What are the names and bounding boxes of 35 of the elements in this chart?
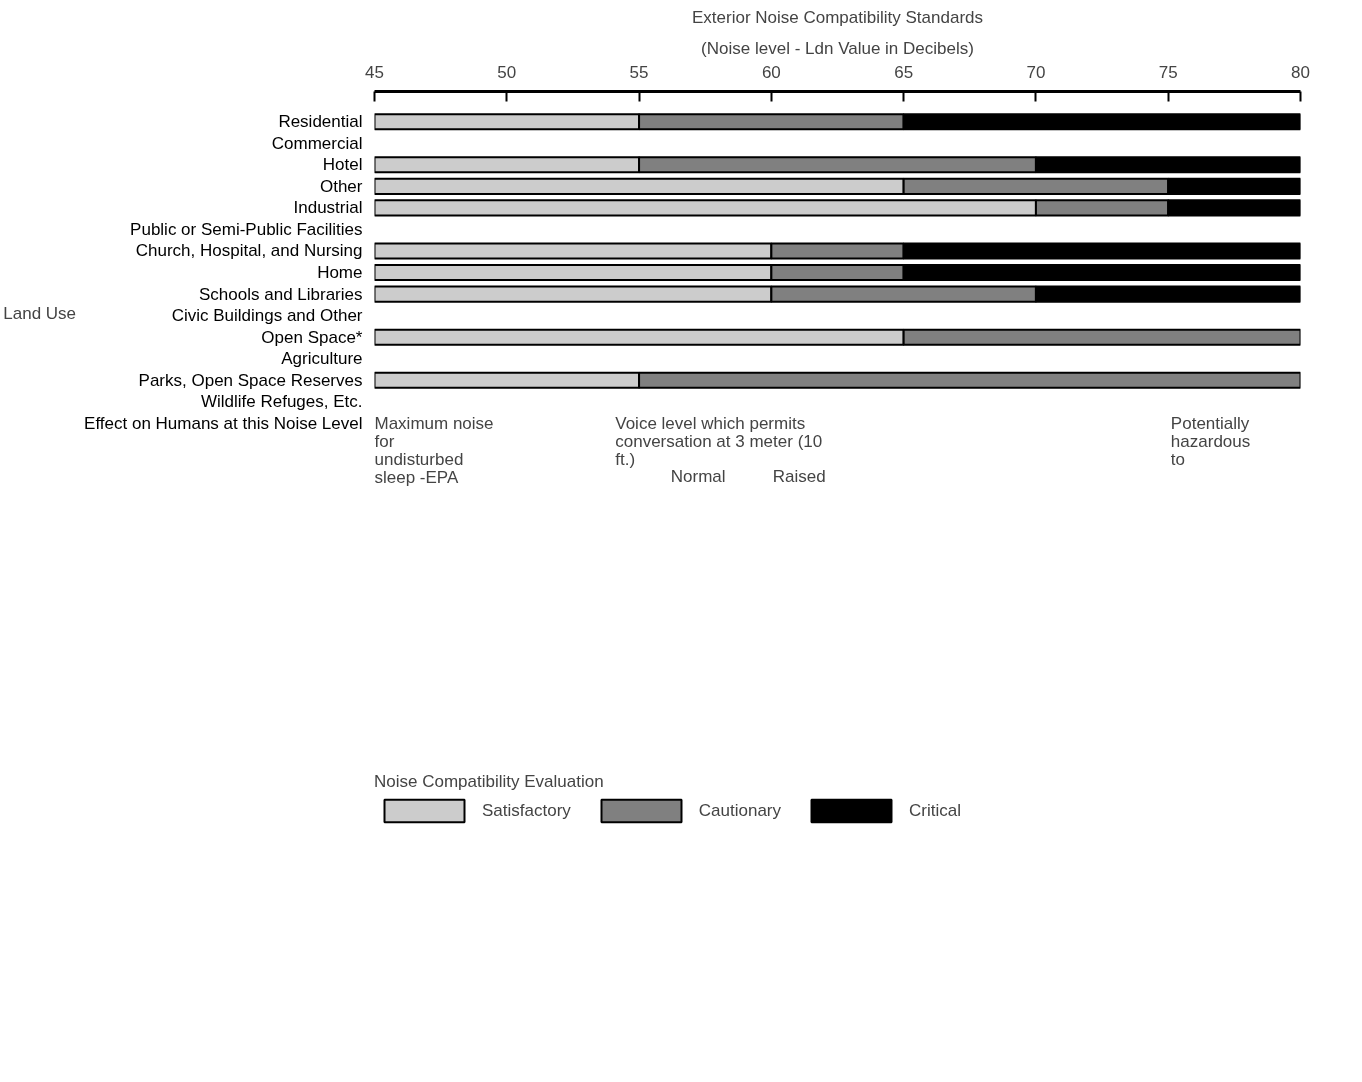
y-tick-label: Commercial <box>271 133 363 153</box>
y-axis-title: Land Use <box>3 304 77 323</box>
x-tick-label: 50 <box>497 62 517 82</box>
y-tick-label: Home <box>317 263 363 283</box>
annotation: Potentially hazardous to <box>1170 413 1251 469</box>
x-tick-label: 75 <box>1158 62 1178 82</box>
x-tick-label: 70 <box>1026 62 1046 82</box>
y-tick-label: Open Space* <box>261 327 363 347</box>
y-tick-label: Hotel <box>322 155 363 175</box>
x-tick-label: 60 <box>761 62 781 82</box>
legend-label: Cautionary <box>698 800 782 820</box>
y-tick-label: Industrial <box>293 198 363 218</box>
chart-title: Exterior Noise Compatibility Standards <box>692 7 984 27</box>
text: Normal <box>670 466 726 486</box>
legend-title: Noise Compatibility Evaluation <box>374 771 605 791</box>
y-tick-label: Agriculture <box>281 349 363 369</box>
y-tick-label: Public or Semi-Public Facilities <box>130 219 363 239</box>
y-tick-label: Church, Hospital, and Nursing <box>135 241 363 261</box>
annotation: Maximum noise for undisturbed sleep -EPA <box>374 413 494 487</box>
chart-subtitle: (Noise level - Ldn Value in Decibels) <box>701 38 974 58</box>
y-tick-label: Residential <box>278 112 363 132</box>
x-tick-label: 45 <box>365 62 384 82</box>
legend-label: Satisfactory <box>482 800 571 820</box>
y-tick-label: Schools and Libraries <box>199 284 363 304</box>
y-tick-label: Parks, Open Space Reserves <box>138 370 363 390</box>
x-tick-label: 65 <box>894 62 914 82</box>
y-tick-label: Civic Buildings and Other <box>171 306 363 326</box>
annotation: Voice level which permits conversation at 3 meter (10 ft.) <box>615 413 823 469</box>
y-tick-label: Effect on Humans at this Noise Level <box>84 413 363 433</box>
text: Raised <box>772 466 826 486</box>
legend-label: Critical <box>909 800 961 820</box>
x-tick-label: 80 <box>1291 62 1310 82</box>
x-tick-label: 55 <box>629 62 649 82</box>
y-tick-label: Wildlife Refuges, Etc. <box>200 392 363 412</box>
y-tick-label: Other <box>319 176 363 196</box>
